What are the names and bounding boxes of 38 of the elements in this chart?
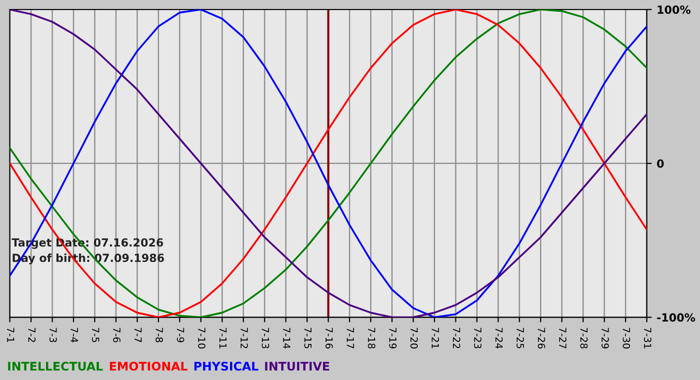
- x-tick-label: 7-25: [516, 328, 524, 348]
- x-tick-label: 7-26: [538, 328, 546, 348]
- x-tick-label: 7-4: [70, 328, 78, 342]
- x-tick-label: 7-15: [304, 328, 312, 348]
- x-tick-label: 7-22: [453, 328, 460, 348]
- y-tick-label: 100%: [658, 5, 690, 14]
- text: PHYSICAL: [194, 362, 258, 371]
- text: INTUITIVE: [265, 362, 330, 371]
- x-tick-label: 7-2: [28, 328, 36, 342]
- x-tick-label: 7-8: [156, 328, 163, 342]
- x-tick-label: 7-10: [198, 328, 206, 348]
- x-tick-label: 7-29: [602, 328, 609, 348]
- x-tick-label: 7-30: [622, 328, 630, 348]
- x-tick-label: 7-21: [432, 328, 439, 348]
- x-tick-label: 7-17: [346, 328, 354, 348]
- text: INTELLECTUAL: [8, 362, 103, 371]
- x-tick-label: 7-13: [262, 328, 270, 348]
- text: EMOTIONAL: [110, 362, 188, 371]
- x-tick-label: 7-5: [92, 328, 100, 342]
- x-tick-label: 7-11: [219, 328, 227, 348]
- x-tick-label: 7-23: [474, 328, 482, 348]
- x-tick-label: 7-14: [283, 328, 290, 349]
- x-tick-label: 7-20: [410, 328, 418, 348]
- x-tick-label: 7-31: [644, 328, 652, 348]
- x-tick-label: 7-3: [49, 328, 57, 342]
- x-tick-label: 7-1: [7, 328, 14, 342]
- x-tick-label: 7-12: [240, 328, 248, 348]
- x-tick-label: 7-28: [580, 328, 588, 348]
- y-tick-label: -100%: [657, 313, 696, 322]
- x-tick-label: 7-27: [559, 328, 566, 348]
- x-tick-label: 7-6: [113, 328, 120, 342]
- x-tick-label: 7-9: [176, 328, 184, 342]
- x-tick-label: 7-16: [325, 328, 333, 348]
- x-tick-label: 7-24: [495, 328, 503, 349]
- y-tick-label: 0: [657, 159, 664, 168]
- x-tick-label: 7-18: [368, 328, 376, 348]
- x-tick-label: 7-7: [134, 328, 142, 342]
- x-tick-label: 7-19: [389, 328, 397, 348]
